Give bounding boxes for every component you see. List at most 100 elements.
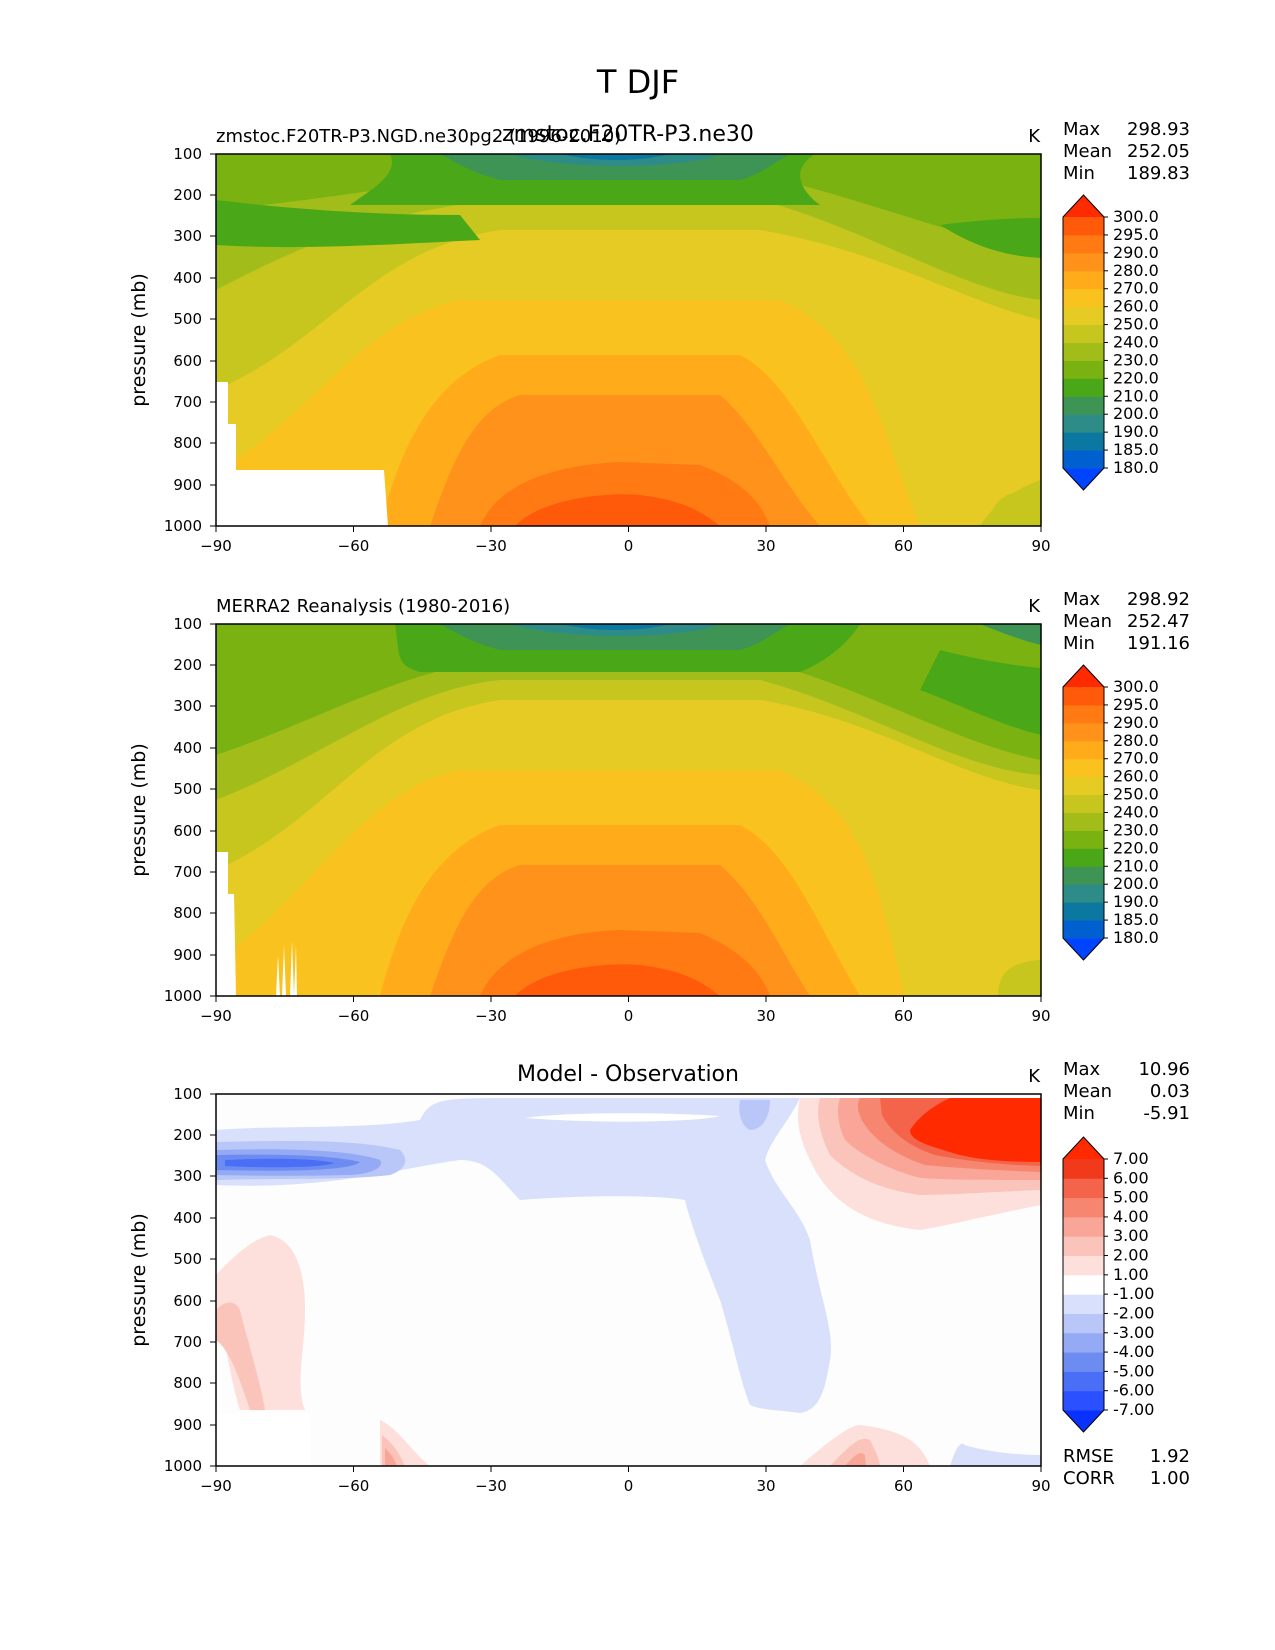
colorbar-level-label: 270.0 — [1113, 279, 1159, 298]
colorbar-level-label: 210.0 — [1113, 386, 1159, 405]
x-tick-label: −30 — [475, 537, 507, 555]
band-pos-above-7 — [910, 1098, 1041, 1162]
colorbar-level-label: 200.0 — [1113, 404, 1159, 423]
panel-difference-colorbar: -7.00-6.00-5.00-4.00-3.00-2.00-1.001.002… — [1062, 1136, 1154, 1433]
y-tick-label: 100 — [173, 1085, 202, 1103]
x-tick-label: 90 — [1031, 1477, 1050, 1495]
y-tick-label: 600 — [173, 352, 202, 370]
y-tick-label: 400 — [173, 1209, 202, 1227]
colorbar-swatch — [1063, 1178, 1104, 1199]
colorbar-swatch — [1063, 396, 1104, 415]
stat-max-label: Max — [1063, 589, 1101, 610]
colorbar-level-label: -3.00 — [1113, 1323, 1154, 1342]
x-tick-label: 90 — [1031, 1007, 1050, 1025]
colorbar-swatch — [1063, 704, 1104, 724]
panel-reference: MERRA2 Reanalysis (1980-2016) K 100 200 … — [128, 589, 1190, 1025]
colorbar-swatch — [1063, 432, 1104, 451]
band-below-190 — [560, 154, 670, 160]
colorbar-level-label: 300.0 — [1113, 207, 1159, 226]
colorbar-level-label: -2.00 — [1113, 1303, 1154, 1322]
stat-max-label: Max — [1063, 119, 1101, 140]
panel-test-field — [216, 154, 1041, 526]
colorbar-swatch — [1063, 324, 1104, 343]
band-250-260-nh-surface — [998, 960, 1041, 996]
panel-difference-units: K — [1028, 1066, 1041, 1087]
x-tick-label: 90 — [1031, 537, 1050, 555]
panel-difference-field — [216, 1094, 1041, 1466]
panel-reference-colorbar: 180.0185.0190.0200.0210.0220.0230.0240.0… — [1062, 664, 1159, 961]
colorbar-level-label: 295.0 — [1113, 225, 1159, 244]
colorbar-level-label: -6.00 — [1113, 1381, 1154, 1400]
x-tick-label: −60 — [338, 537, 370, 555]
stat-max-value: 298.92 — [1127, 589, 1190, 610]
y-tick-label: 300 — [173, 227, 202, 245]
stat-mean-label: Mean — [1063, 611, 1112, 632]
y-tick-label: 600 — [173, 1292, 202, 1310]
x-tick-label: 0 — [624, 537, 634, 555]
y-tick-label: 300 — [173, 1167, 202, 1185]
colorbar-swatch — [1063, 794, 1104, 813]
colorbar-level-label: -1.00 — [1113, 1284, 1154, 1303]
colorbar-swatch — [1063, 1332, 1104, 1353]
y-tick-label: 700 — [173, 393, 202, 411]
x-tick-label: 30 — [756, 1007, 775, 1025]
band-below-190 — [560, 624, 670, 630]
colorbar-swatch — [1063, 1371, 1104, 1392]
band-295-300 — [515, 494, 720, 526]
y-tick-label: 100 — [173, 145, 202, 163]
y-tick-label: 1000 — [164, 1457, 202, 1475]
colorbar-swatch — [1063, 1236, 1104, 1257]
colorbar-level-label: 260.0 — [1113, 767, 1159, 786]
colorbar-level-label: -4.00 — [1113, 1342, 1154, 1361]
colorbar-swatch — [1063, 866, 1104, 885]
y-tick-label: 1000 — [164, 517, 202, 535]
panel-test: zmstoc.F20TR-P3.NGD.ne30pg2 (1996-2010) … — [128, 119, 1190, 555]
colorbar-level-label: 185.0 — [1113, 910, 1159, 929]
colorbar-swatch — [1063, 450, 1104, 469]
colorbar-level-label: -7.00 — [1113, 1400, 1154, 1419]
stat-rmse-value: 1.92 — [1150, 1446, 1190, 1467]
colorbar-level-label: 270.0 — [1113, 749, 1159, 768]
panel-test-y-axis-label: pressure (mb) — [128, 273, 150, 407]
stat-max-label: Max — [1063, 1059, 1101, 1080]
colorbar-level-label: 4.00 — [1113, 1207, 1149, 1226]
figure-title: T DJF — [596, 63, 679, 101]
x-tick-label: 30 — [756, 1477, 775, 1495]
panel-reference-y-ticks: 100 200 300 400 500 600 700 800 900 1000 — [164, 615, 216, 1005]
missing-data-mask — [216, 1413, 310, 1466]
colorbar-level-label: 6.00 — [1113, 1168, 1149, 1187]
colorbar-swatch — [1063, 884, 1104, 903]
panel-reference-y-axis-label: pressure (mb) — [128, 743, 150, 877]
y-tick-label: 900 — [173, 476, 202, 494]
panel-difference-y-ticks: 100 200 300 400 500 600 700 800 900 1000 — [164, 1085, 216, 1475]
y-tick-label: 200 — [173, 1126, 202, 1144]
colorbar-swatch — [1063, 270, 1104, 290]
missing-data-streaks — [276, 940, 297, 996]
colorbar-level-label: 7.00 — [1113, 1149, 1149, 1168]
colorbar-level-label: 220.0 — [1113, 368, 1159, 387]
panel-test-left-title: zmstoc.F20TR-P3.NGD.ne30pg2 (1996-2010) — [216, 126, 621, 147]
colorbar-level-label: 300.0 — [1113, 677, 1159, 696]
colorbar-level-label: 290.0 — [1113, 243, 1159, 262]
y-tick-label: 900 — [173, 946, 202, 964]
band-neg-1-2 — [216, 1098, 831, 1413]
panel-test-center-title: zmstoc.F20TR-P3.ne30 — [502, 122, 754, 147]
missing-data-mask — [216, 852, 236, 996]
colorbar-level-label: 3.00 — [1113, 1226, 1149, 1245]
stat-mean-value: 252.05 — [1127, 141, 1190, 162]
colorbar-level-label: 5.00 — [1113, 1188, 1149, 1207]
y-tick-label: 400 — [173, 269, 202, 287]
x-tick-label: 0 — [624, 1007, 634, 1025]
colorbar-level-label: 250.0 — [1113, 785, 1159, 804]
stat-max-value: 298.93 — [1127, 119, 1190, 140]
colorbar-level-label: 210.0 — [1113, 856, 1159, 875]
colorbar-swatch — [1063, 740, 1104, 760]
panel-test-units: K — [1028, 126, 1041, 147]
band-250-260-nh-surface — [990, 488, 1041, 526]
colorbar-swatch — [1063, 342, 1104, 361]
stat-min-value: 189.83 — [1127, 163, 1190, 184]
x-tick-label: 60 — [894, 1007, 913, 1025]
y-tick-label: 500 — [173, 310, 202, 328]
y-tick-label: 800 — [173, 434, 202, 452]
colorbar-swatch — [1063, 1216, 1104, 1237]
